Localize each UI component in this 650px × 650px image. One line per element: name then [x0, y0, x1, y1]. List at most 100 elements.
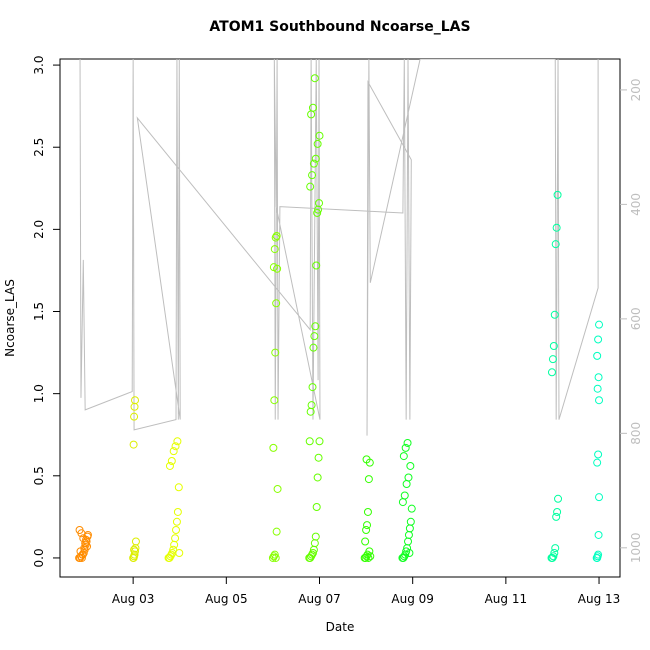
point — [313, 208, 322, 217]
point — [271, 553, 280, 562]
point — [273, 484, 282, 493]
point — [313, 139, 322, 148]
point — [167, 457, 176, 466]
point — [551, 544, 560, 553]
point — [271, 233, 280, 242]
point — [403, 438, 412, 447]
x-axis-label: Date — [326, 620, 355, 634]
point — [308, 550, 317, 559]
point — [308, 549, 317, 558]
point — [594, 373, 603, 382]
point — [365, 547, 374, 556]
point — [130, 412, 139, 421]
point — [131, 547, 140, 556]
y2-tick-label: 1000 — [629, 533, 643, 564]
point — [309, 159, 318, 168]
point — [272, 231, 281, 240]
point — [315, 199, 324, 208]
x-tick-label: Aug 03 — [112, 592, 155, 606]
point — [310, 332, 319, 341]
point — [364, 475, 373, 484]
y-axis-label: Ncoarse_LAS — [3, 279, 17, 357]
x-tick-label: Aug 07 — [298, 592, 341, 606]
point — [405, 524, 414, 533]
point — [400, 491, 409, 500]
y2-tick-label: 800 — [629, 422, 643, 445]
point — [595, 396, 604, 405]
point — [549, 342, 558, 351]
x-tick-label: Aug 09 — [391, 592, 434, 606]
point — [172, 526, 181, 535]
point — [406, 517, 415, 526]
point — [270, 550, 279, 559]
point — [312, 261, 321, 270]
line-layer — [79, 59, 599, 436]
point — [130, 402, 139, 411]
x-tick-label: Aug 05 — [205, 592, 248, 606]
point — [362, 455, 371, 464]
point — [306, 182, 315, 191]
point — [272, 527, 281, 536]
point — [171, 442, 180, 451]
y2-tick-label: 600 — [629, 307, 643, 330]
point — [363, 507, 372, 516]
point — [548, 355, 557, 364]
point — [131, 396, 140, 405]
point — [404, 537, 413, 546]
point — [269, 552, 278, 561]
x-tick-label: Aug 11 — [485, 592, 528, 606]
x-tick-label: Aug 13 — [578, 592, 621, 606]
point — [595, 320, 604, 329]
point — [310, 74, 319, 83]
point — [407, 504, 416, 513]
point — [552, 223, 561, 232]
point — [398, 498, 407, 507]
point — [311, 322, 320, 331]
y2-tick-label: 400 — [629, 193, 643, 216]
y-tick-label: 0.5 — [32, 466, 46, 485]
point — [399, 452, 408, 461]
point — [315, 437, 324, 446]
y2-tick-label: 200 — [629, 78, 643, 101]
point — [593, 384, 602, 393]
y-tick-label: 2.5 — [32, 138, 46, 157]
point — [406, 461, 415, 470]
point — [82, 535, 91, 544]
point — [313, 473, 322, 482]
point — [401, 443, 410, 452]
point — [553, 507, 562, 516]
y-tick-label: 2.0 — [32, 220, 46, 239]
chart-title: ATOM1 Southbound Ncoarse_LAS — [209, 19, 470, 35]
point — [550, 310, 559, 319]
point — [550, 549, 559, 558]
point — [308, 171, 317, 180]
point — [405, 549, 414, 558]
point — [547, 368, 556, 377]
point — [363, 521, 372, 530]
point — [551, 240, 560, 249]
point — [173, 437, 182, 446]
point — [271, 348, 280, 357]
point — [169, 447, 178, 456]
point — [170, 540, 179, 549]
point — [595, 493, 604, 502]
point — [305, 437, 314, 446]
point — [404, 473, 413, 482]
point — [548, 553, 557, 562]
point — [80, 544, 89, 553]
point — [269, 263, 278, 272]
point — [366, 552, 375, 561]
point — [165, 461, 174, 470]
point — [309, 343, 318, 352]
point — [169, 545, 178, 554]
point — [314, 453, 323, 462]
point — [272, 299, 281, 308]
point — [594, 450, 603, 459]
point — [552, 512, 561, 521]
point — [554, 494, 563, 503]
point — [269, 443, 278, 452]
pressure-line — [79, 59, 599, 436]
point — [308, 383, 317, 392]
point — [167, 550, 176, 559]
